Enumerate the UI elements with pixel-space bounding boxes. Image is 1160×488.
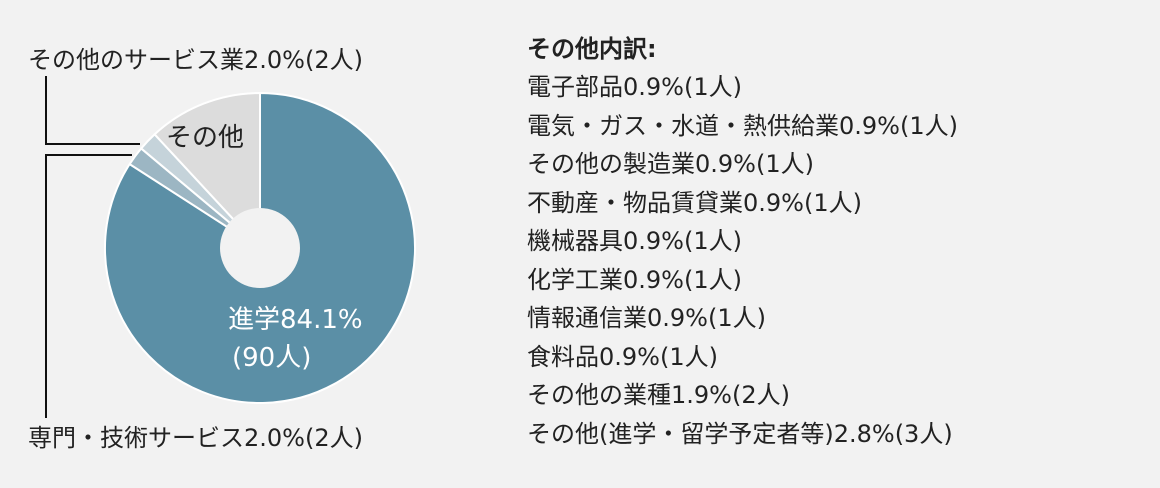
breakdown-item: 電気・ガス・水道・熱供給業0.9%(1人) xyxy=(527,111,958,140)
breakdown-item: その他(進学・留学予定者等)2.8%(3人) xyxy=(527,419,953,448)
other-breakdown: その他内訳: 電子部品0.9%(1人) 電気・ガス・水道・熱供給業0.9%(1人)… xyxy=(527,30,958,453)
breakdown-item: 電子部品0.9%(1人) xyxy=(527,73,742,101)
callout-line-top xyxy=(45,76,140,145)
breakdown-item: 化学工業0.9%(1人) xyxy=(527,265,742,294)
breakdown-list: 電子部品0.9%(1人) 電気・ガス・水道・熱供給業0.9%(1人) その他の製造業… xyxy=(527,68,958,453)
callout-label-bottom: 専門・技術サービス2.0%(2人) xyxy=(28,424,363,452)
callout-label-top: その他のサービス業2.0%(2人) xyxy=(28,46,363,74)
callout-line-bottom xyxy=(45,154,132,418)
breakdown-item: 不動産・物品賃貸業0.9%(1人) xyxy=(527,188,862,217)
breakdown-title: その他内訳: xyxy=(527,35,657,63)
breakdown-item: 情報通信業0.9%(1人) xyxy=(527,304,766,332)
breakdown-item: 食料品0.9%(1人) xyxy=(527,342,718,371)
slice-label-other: その他 xyxy=(166,123,244,153)
donut-chart: その他のサービス業2.0%(2人) 専門・技術サービス2.0%(2人) その他 … xyxy=(28,46,416,452)
slice-label-main-count: (90人) xyxy=(232,343,311,373)
pie-slice-3 xyxy=(153,91,261,251)
breakdown-item: 機械器具0.9%(1人) xyxy=(527,227,742,255)
slice-label-main-percent: 進学84.1% xyxy=(228,305,363,335)
breakdown-item: その他の製造業0.9%(1人) xyxy=(527,150,814,178)
breakdown-item: その他の業種1.9%(2人) xyxy=(527,381,790,409)
donut-hole xyxy=(220,208,300,288)
